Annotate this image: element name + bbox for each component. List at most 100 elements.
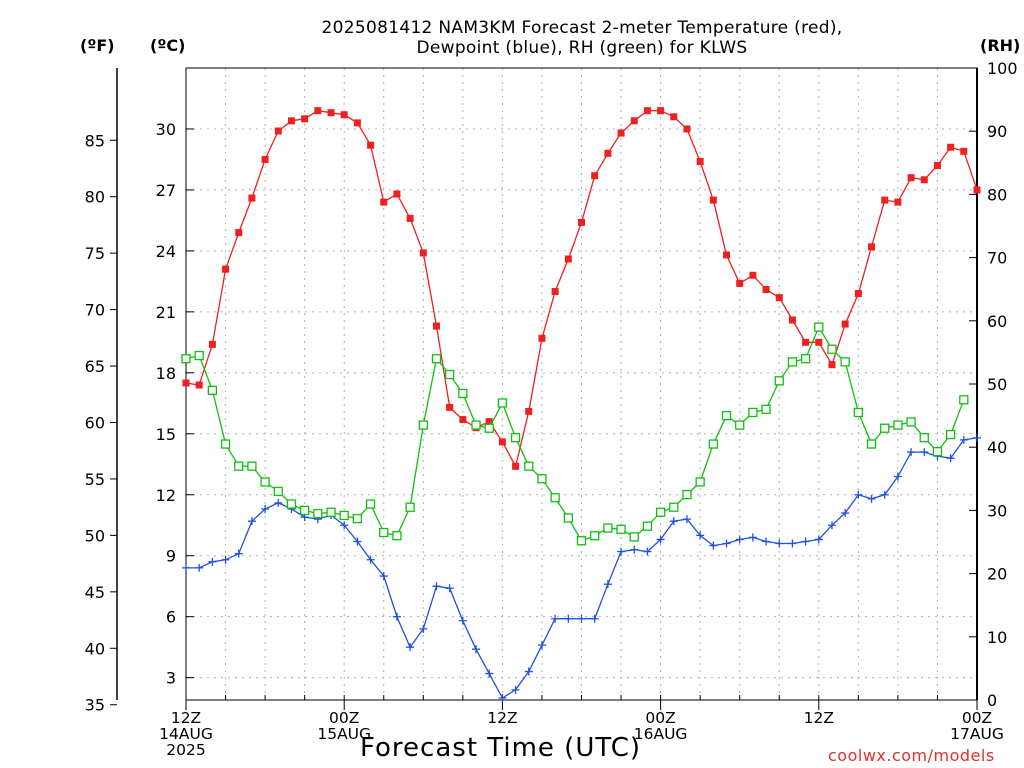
rh-point xyxy=(787,357,798,367)
temperature-point xyxy=(683,125,691,133)
dewpoint-point xyxy=(814,535,823,544)
rh-tick-label: 80 xyxy=(987,185,1007,204)
dewpoint-point xyxy=(472,645,481,654)
dewpoint-point xyxy=(827,521,836,530)
rh-tick-label: 60 xyxy=(987,312,1007,331)
rh-point xyxy=(919,433,929,443)
rh-point xyxy=(273,486,283,497)
temperature-point xyxy=(512,462,520,470)
dewpoint-line xyxy=(186,437,978,699)
temperature-point xyxy=(367,141,375,149)
temperature-point xyxy=(591,172,599,180)
rh-point xyxy=(392,531,402,541)
fahrenheit-unit-label: (ºF) xyxy=(80,36,115,55)
rh-point xyxy=(379,527,389,538)
dewpoint-point xyxy=(406,643,415,652)
dewpoint-point xyxy=(221,555,230,564)
source-credit: coolwx.com/models xyxy=(828,746,995,765)
x-tick-label: 2025 xyxy=(166,741,205,759)
temperature-point xyxy=(657,107,665,115)
temperature-point xyxy=(788,316,796,324)
temperature-point xyxy=(841,320,849,328)
rh-point xyxy=(827,344,837,354)
x-tick-label: 00Z xyxy=(645,709,675,727)
rh-point xyxy=(299,505,310,516)
fahrenheit-tick-label: 50 xyxy=(85,526,105,545)
celsius-tick-label: 24 xyxy=(156,242,176,261)
rh-point xyxy=(735,420,745,430)
dewpoint-point xyxy=(392,612,401,621)
x-tick-label: 12Z xyxy=(804,709,834,727)
rh-point xyxy=(207,385,218,395)
dewpoint-point xyxy=(973,433,981,442)
rh-point xyxy=(853,407,863,418)
rh-tick-label: 70 xyxy=(987,249,1007,268)
rh-point xyxy=(945,429,956,440)
temperature-point xyxy=(525,407,533,415)
dewpoint-point xyxy=(366,555,375,564)
temperature-point xyxy=(235,229,243,237)
celsius-unit-label: (ºC) xyxy=(150,36,186,55)
rh-point xyxy=(616,524,626,535)
temperature-point xyxy=(327,109,335,117)
rh-point xyxy=(326,507,336,517)
rh-point xyxy=(234,461,244,471)
dewpoint-point xyxy=(643,547,652,556)
temperature-point xyxy=(551,288,559,296)
rh-point xyxy=(603,523,613,533)
temperature-point xyxy=(353,119,361,127)
dewpoint-point xyxy=(682,515,691,524)
temperature-point xyxy=(854,290,862,298)
rh-point xyxy=(405,502,415,512)
rh-point xyxy=(800,354,811,364)
temperature-point xyxy=(393,190,401,198)
rh-tick-label: 20 xyxy=(987,565,1007,584)
celsius-tick-label: 15 xyxy=(156,425,176,444)
rh-point xyxy=(339,510,349,521)
rh-point xyxy=(286,499,297,509)
dewpoint-point xyxy=(537,641,546,650)
temperature-point xyxy=(419,249,427,257)
dewpoint-point xyxy=(603,580,612,589)
rh-point xyxy=(194,350,204,361)
rh-point xyxy=(484,423,494,433)
rh-point xyxy=(352,513,363,524)
dewpoint-point xyxy=(182,563,190,572)
rh-point xyxy=(906,417,916,427)
dewpoint-point xyxy=(524,667,533,676)
celsius-tick-label: 21 xyxy=(156,303,176,322)
rh-point xyxy=(220,439,231,449)
tick-labels: 3 6 9 12 15 18 21 24 27 30 35 40 45 50 55 60 65 70 75 80 85 0… xyxy=(85,59,1018,759)
rh-point xyxy=(563,513,573,523)
dewpoint-point xyxy=(801,537,810,546)
rh-point xyxy=(510,433,521,443)
rh-point xyxy=(260,477,270,487)
series-rh xyxy=(181,322,969,546)
axes xyxy=(110,67,978,710)
rh-point xyxy=(959,395,969,405)
rh-tick-label: 50 xyxy=(987,375,1007,394)
celsius-tick-label: 30 xyxy=(156,120,176,139)
rh-tick-label: 0 xyxy=(987,691,997,710)
dewpoint-point xyxy=(379,572,388,581)
dewpoint-point xyxy=(709,541,718,550)
temperature-point xyxy=(643,107,651,115)
dewpoint-point xyxy=(722,539,731,548)
rh-tick-label: 30 xyxy=(987,501,1007,520)
temperature-point xyxy=(920,176,928,184)
dewpoint-point xyxy=(656,535,665,544)
dewpoint-point xyxy=(748,533,757,542)
rh-tick-label: 40 xyxy=(987,438,1007,457)
x-tick-label: 14AUG xyxy=(159,725,213,743)
fahrenheit-tick-label: 60 xyxy=(85,413,105,432)
celsius-tick-label: 3 xyxy=(166,669,176,688)
rh-tick-label: 100 xyxy=(987,59,1018,78)
temperature-point xyxy=(802,338,810,346)
dewpoint-point xyxy=(762,537,771,546)
temperature-point xyxy=(287,117,295,125)
dewpoint-point xyxy=(617,547,626,556)
dewpoint-point xyxy=(340,521,349,530)
dewpoint-point xyxy=(261,504,270,513)
x-tick-label: 00Z xyxy=(329,709,359,727)
